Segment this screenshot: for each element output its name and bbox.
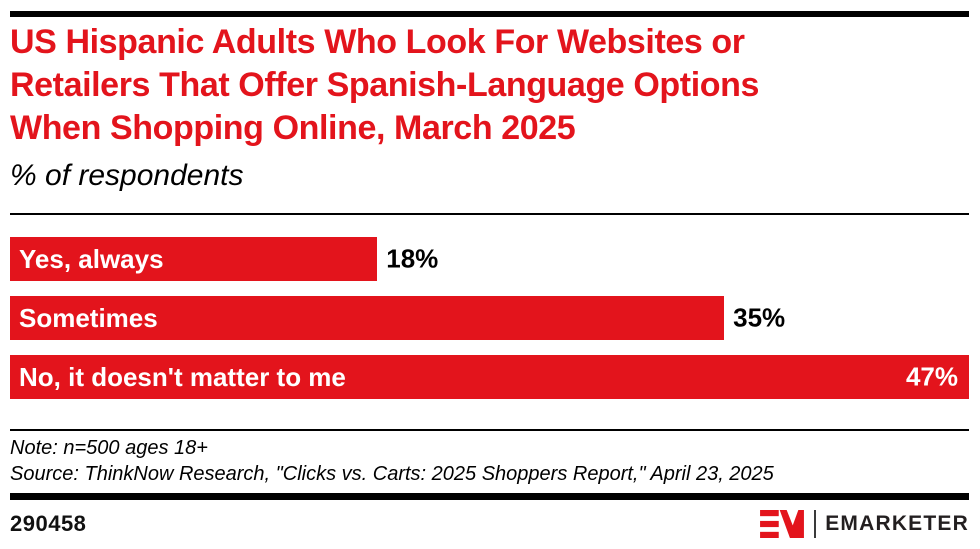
bar-category-label: No, it doesn't matter to me — [19, 361, 346, 392]
bar-sometimes: Sometimes 35% — [10, 296, 785, 340]
source-text: Source: ThinkNow Research, "Clicks vs. C… — [10, 463, 774, 485]
chart-title: US Hispanic Adults Who Look For Websites… — [10, 21, 969, 150]
bar-chart: Yes, always 18% Sometimes 35% No, it doe… — [10, 237, 969, 399]
chart-subtitle: % of respondents — [10, 159, 244, 192]
bar-yes-always: Yes, always 18% — [10, 237, 438, 281]
bar-no-doesnt-matter: No, it doesn't matter to me 47% — [10, 355, 969, 399]
note-text: Note: n=500 ages 18+ — [10, 437, 208, 459]
bar-category-label: Yes, always — [19, 243, 164, 274]
bar-row-no-doesnt-matter: No, it doesn't matter to me 47% — [10, 355, 969, 399]
header-divider-rule — [10, 213, 969, 215]
bar-value-label: 18% — [386, 243, 439, 274]
bar-row-yes-always: Yes, always 18% — [10, 237, 969, 281]
chart-title-line-2: Retailers That Offer Spanish-Language Op… — [10, 66, 759, 104]
notes-divider-rule — [10, 429, 969, 431]
bottom-rule — [10, 493, 969, 500]
chart-title-line-3: When Shopping Online, March 2025 — [10, 109, 576, 147]
bar-category-label: Sometimes — [19, 302, 158, 333]
bar-value-label: 47% — [905, 361, 958, 392]
chart-title-line-1: US Hispanic Adults Who Look For Websites… — [10, 23, 745, 61]
em-logo-icon — [760, 510, 805, 538]
logo-divider — [814, 510, 817, 538]
emarketer-wordmark: EMARKETER — [825, 512, 969, 535]
emarketer-logo: EMARKETER — [760, 510, 969, 538]
chart-id: 290458 — [10, 511, 87, 536]
bar-row-sometimes: Sometimes 35% — [10, 296, 969, 340]
bar-value-label: 35% — [733, 302, 786, 333]
footer: 290458 EMARKETER — [10, 509, 969, 539]
notes-block: Note: n=500 ages 18+ Source: ThinkNow Re… — [10, 435, 969, 487]
top-rule — [10, 11, 969, 17]
